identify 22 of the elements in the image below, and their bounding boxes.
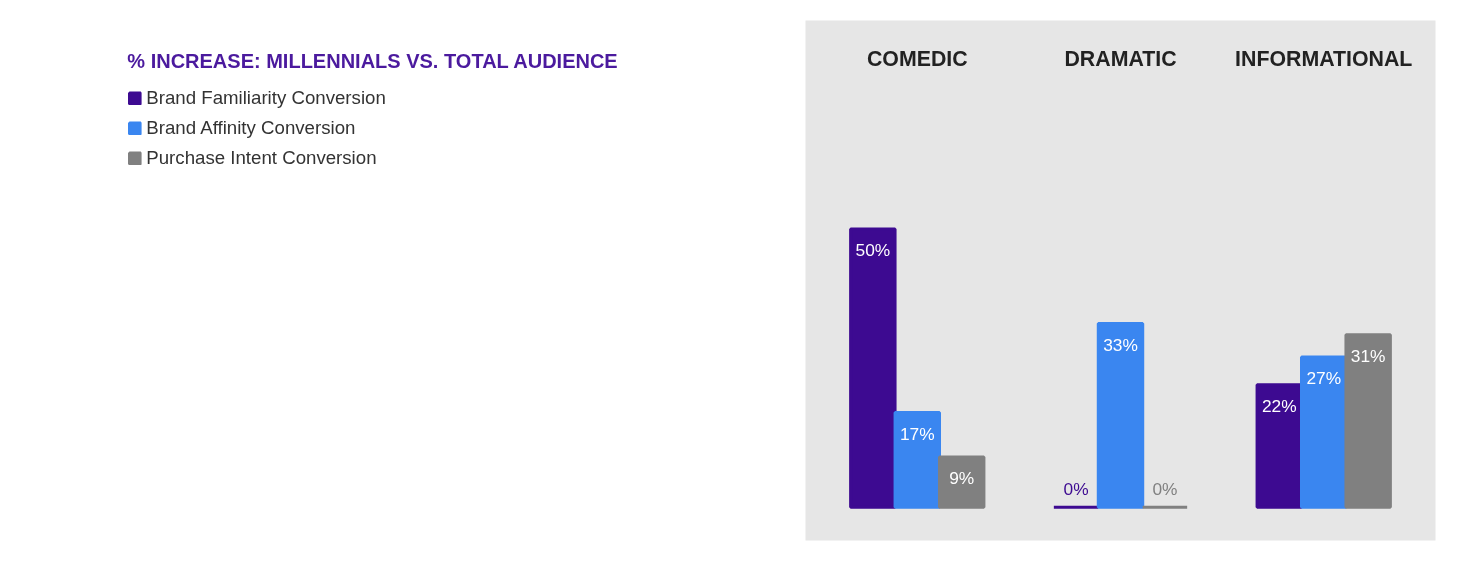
x-tick-label: COMEDIC bbox=[866, 47, 968, 72]
data-label: 0% bbox=[1063, 478, 1089, 499]
bar bbox=[937, 455, 986, 509]
data-label: 17% bbox=[899, 423, 935, 444]
data-label: 0% bbox=[1152, 478, 1178, 499]
data-label: 9% bbox=[949, 468, 975, 489]
data-label: 27% bbox=[1306, 368, 1342, 389]
data-label: 33% bbox=[1103, 334, 1138, 355]
data-label: 22% bbox=[1261, 395, 1297, 416]
legend-label: Brand Familiarity Conversion bbox=[146, 87, 386, 109]
legend-label: Brand Affinity Conversion bbox=[146, 117, 356, 139]
x-tick-label: DRAMATIC bbox=[1064, 47, 1177, 72]
bar bbox=[1300, 355, 1348, 509]
bar bbox=[1344, 333, 1392, 509]
legend-label: Purchase Intent Conversion bbox=[146, 147, 377, 169]
x-tick-label: INFORMATIONAL bbox=[1235, 47, 1413, 72]
bar bbox=[1096, 322, 1145, 509]
bar bbox=[849, 227, 897, 509]
text: % INCREASE: MILLENNIALS VS. TOTAL AUDIENCE bbox=[127, 50, 618, 73]
data-label: 31% bbox=[1350, 345, 1386, 366]
data-label: 50% bbox=[855, 240, 891, 261]
bar bbox=[893, 411, 941, 509]
